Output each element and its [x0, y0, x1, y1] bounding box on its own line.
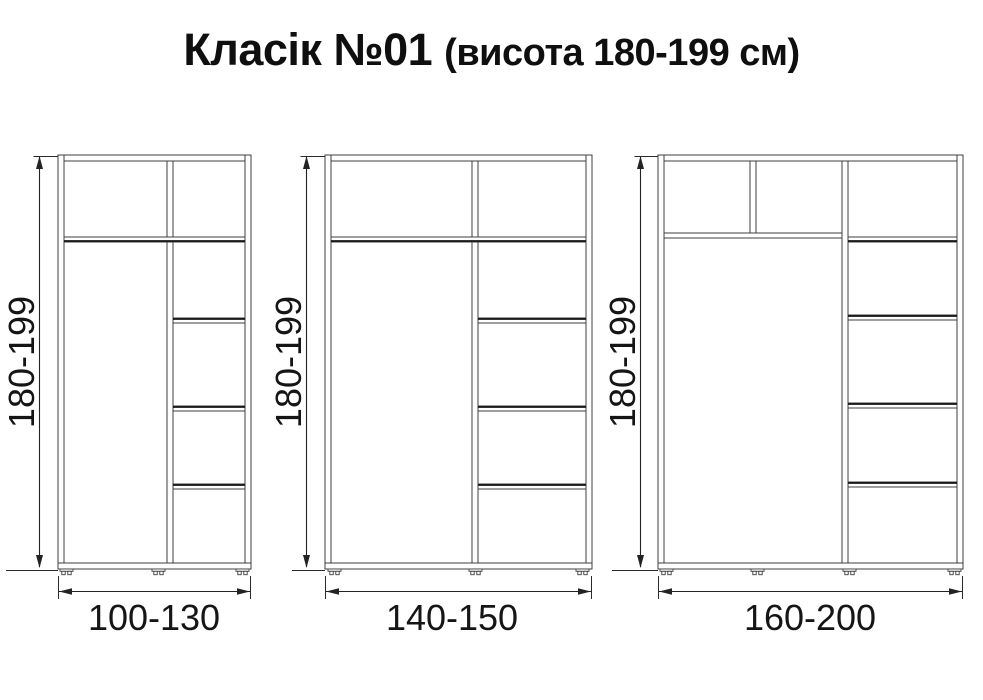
wardrobe-1-drawing [57, 154, 252, 576]
w1-top-shelf [63, 236, 246, 243]
w1-height-arrow-down [36, 555, 43, 568]
w1-shelf-2 [172, 405, 246, 412]
wardrobe-1-width-dimension: 100-130 [58, 576, 251, 638]
w1-height-label: 180-199 [1, 296, 42, 428]
w3-width-label: 160-200 [744, 597, 876, 638]
w2-vertical-divider [471, 160, 479, 564]
w2-top-shelf [330, 236, 587, 243]
page-title: Класік №01 (висота 180-199 см) [0, 24, 983, 76]
page-title-main: Класік №01 [183, 24, 433, 75]
wardrobe-2-height-dimension: 180-199 [268, 156, 325, 571]
w2-left-panel [324, 154, 332, 570]
w2-right-panel [585, 154, 593, 570]
w1-foot-3 [235, 568, 250, 576]
w1-shelf-3 [172, 483, 246, 490]
w3-width-arrow-left [659, 588, 672, 595]
w1-vertical-divider [166, 160, 174, 564]
w2-width-arrow-left [326, 588, 339, 595]
w3-height-arrow-up [637, 156, 644, 169]
w3-width-arrow-right [949, 588, 962, 595]
w1-width-label: 100-130 [88, 597, 220, 638]
w2-height-arrow-up [303, 156, 310, 169]
w1-width-arrow-left [59, 588, 72, 595]
w3-foot-4 [947, 568, 962, 576]
w3-top-mini-divider [749, 160, 757, 238]
wardrobe-1-height-dimension: 180-199 [1, 156, 58, 571]
w1-base-panel [57, 562, 252, 570]
wardrobe-3-drawing [657, 154, 964, 576]
w3-main-divider [841, 160, 849, 564]
w1-foot-2 [151, 568, 166, 576]
page-title-sub: (висота 180-199 см) [444, 32, 800, 74]
w3-left-top-shelf [663, 232, 843, 239]
w3-foot-2 [750, 568, 765, 576]
w3-height-label: 180-199 [602, 296, 643, 428]
wardrobe-2-drawing [324, 154, 593, 576]
w2-width-label: 140-150 [386, 597, 518, 638]
w1-left-panel [57, 154, 65, 570]
w2-shelf-2 [477, 405, 587, 412]
w1-width-arrow-right [237, 588, 250, 595]
w3-left-panel [657, 154, 665, 570]
w2-shelf-3 [477, 483, 587, 490]
w2-width-arrow-right [578, 588, 591, 595]
w3-shelf-3 [847, 481, 958, 488]
w1-height-arrow-up [36, 156, 43, 169]
w3-foot-1 [659, 568, 674, 576]
wardrobe-3-height-dimension: 180-199 [602, 156, 658, 571]
w3-height-arrow-down [637, 555, 644, 568]
w3-shelf-1 [847, 314, 958, 321]
wardrobe-2-width-dimension: 140-150 [325, 576, 592, 638]
w3-right-top-shelf [847, 236, 958, 243]
w1-right-panel [244, 154, 252, 570]
w1-shelf-1 [172, 317, 246, 324]
w2-foot-1 [327, 568, 342, 576]
w2-foot-3 [575, 568, 590, 576]
w2-height-arrow-down [303, 555, 310, 568]
w3-base-panel [657, 562, 964, 570]
w1-top-panel [57, 154, 252, 162]
w2-foot-2 [468, 568, 483, 576]
w3-shelf-2 [847, 402, 958, 409]
w3-top-panel [657, 154, 964, 162]
w2-shelf-1 [477, 317, 587, 324]
w2-top-panel [324, 154, 593, 162]
w1-foot-1 [59, 568, 74, 576]
w2-base-panel [324, 562, 593, 570]
w2-height-label: 180-199 [268, 296, 309, 428]
w3-foot-3 [842, 568, 857, 576]
wardrobe-3-width-dimension: 160-200 [658, 576, 963, 638]
w3-right-panel [956, 154, 964, 570]
